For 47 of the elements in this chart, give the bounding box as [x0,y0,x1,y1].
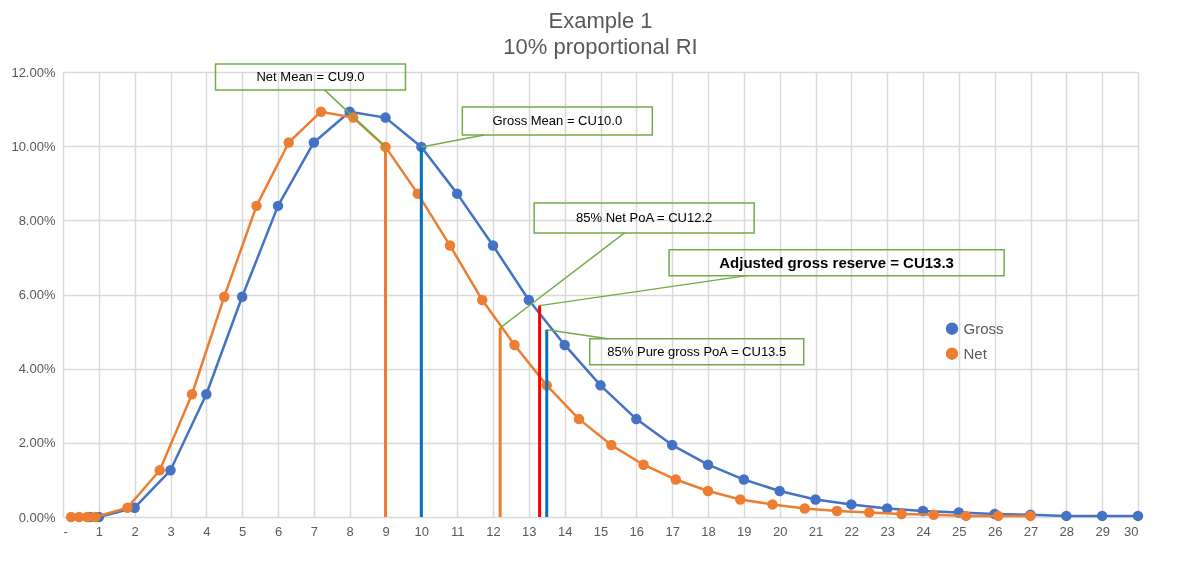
x-tick-label: 3 [167,523,175,539]
x-tick-label: 24 [916,523,931,539]
legend-label: Net [963,344,988,362]
x-tick-label: 26 [987,523,1003,539]
x-tick-label: 22 [844,523,860,539]
x-tick-label: 2 [131,523,139,539]
y-tick-label: 0.00% [18,509,56,525]
x-tick-label: 10 [414,523,430,539]
y-tick-label: 2.00% [18,435,56,451]
y-tick-label: 10.00% [11,138,56,154]
x-tick-label: 29 [1095,523,1110,539]
x-tick-label: 7 [310,523,318,539]
x-tick-label: 5 [239,523,247,539]
x-tick-label: 17 [665,523,680,539]
y-tick-label: 4.00% [18,361,56,377]
x-tick-label: 23 [880,523,895,539]
annotation: Net Mean = CU9.0 [256,68,365,84]
x-tick-label: 1 [95,523,103,539]
legend-label: Gross [963,319,1004,337]
annotation: 85% Pure gross PoA = CU13.5 [607,343,787,359]
annotation: Gross Mean = CU10.0 [492,112,623,128]
y-tick-label: 12.00% [11,64,56,80]
x-tick-label: 14 [557,523,573,539]
x-tick-label: 27 [1023,523,1039,539]
x-tick-label: 11 [450,523,465,539]
annotation: Adjusted gross reserve = CU13.3 [719,253,954,271]
x-tick-label: 30 [1124,523,1139,539]
chart-title: Example 1 [548,8,653,34]
x-tick-label: 4 [203,523,211,539]
x-tick-label: 16 [629,523,645,539]
x-tick-label: 21 [808,523,824,539]
x-tick-label: 6 [274,523,283,539]
x-tick-label: 12 [486,523,501,539]
y-tick-label: 8.00% [18,212,56,228]
x-tick-label: 15 [593,523,609,539]
x-tick-label: 18 [701,523,716,539]
x-tick-label: 28 [1059,523,1075,539]
x-tick-label: 9 [382,523,390,539]
x-tick-label: - [63,523,68,539]
annotation: 85% Net PoA = CU12.2 [576,209,713,225]
x-tick-label: 25 [952,523,967,539]
x-tick-label: 13 [522,523,537,539]
x-tick-label: 20 [772,523,788,539]
chart-subtitle: 10% proportional RI [503,34,698,60]
x-tick-label: 8 [346,523,354,539]
x-tick-label: 19 [737,523,752,539]
y-tick-label: 6.00% [18,287,56,302]
